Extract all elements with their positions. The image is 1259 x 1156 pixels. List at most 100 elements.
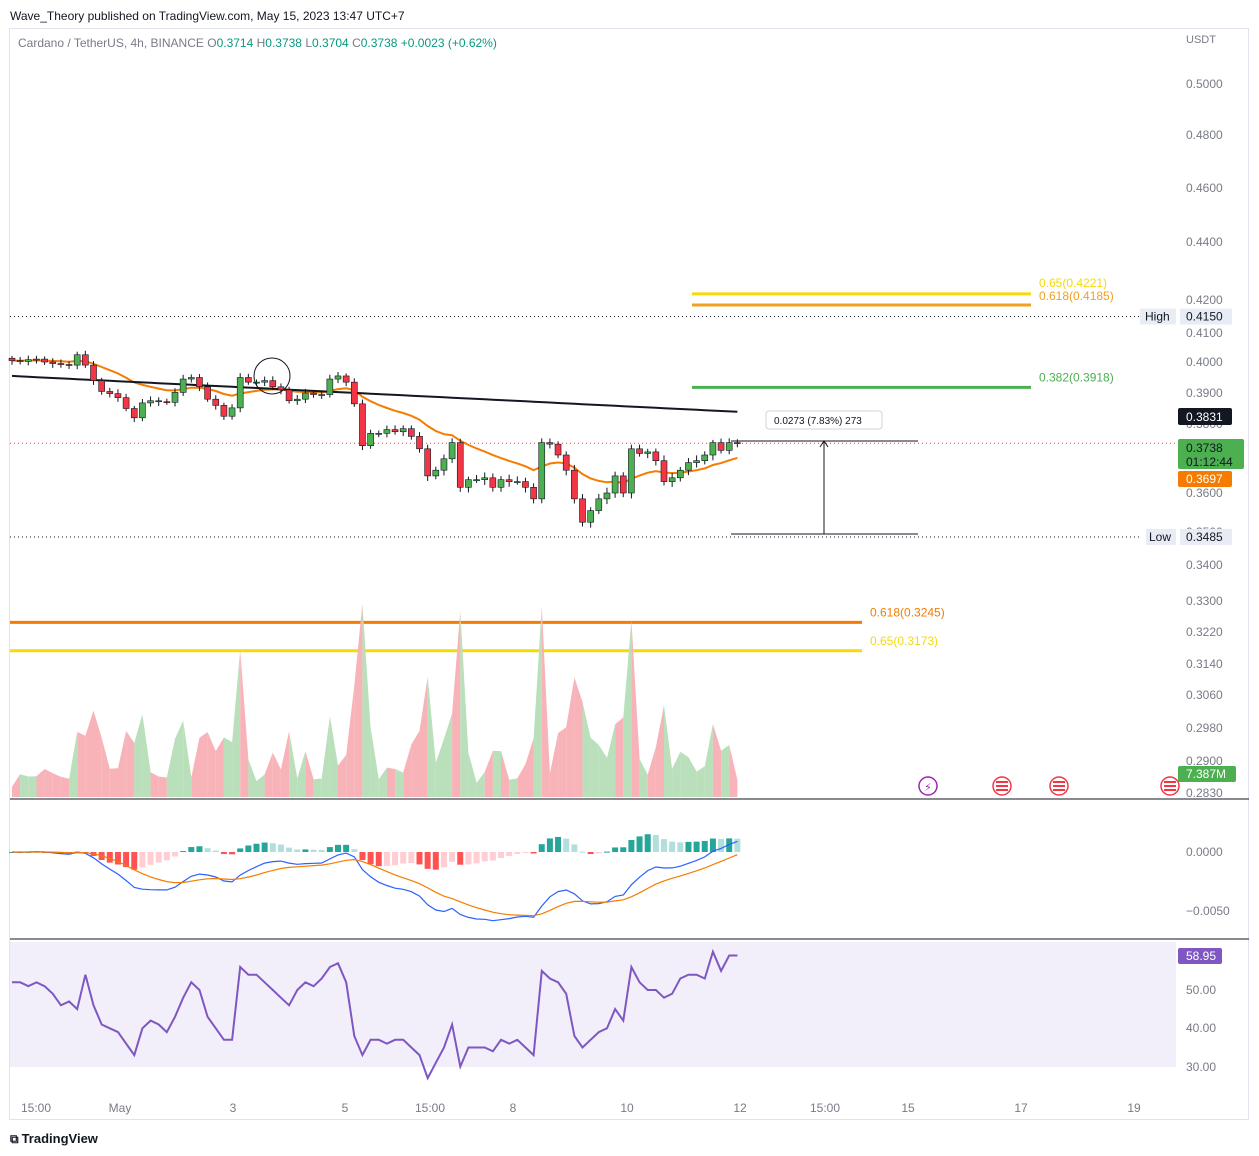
candle-body <box>676 469 684 479</box>
volume-area <box>362 603 371 797</box>
volume-area <box>109 768 118 797</box>
macd-histogram-bar <box>563 838 570 852</box>
macd-histogram-bar <box>106 852 113 863</box>
rsi-axis-tick: 50.00 <box>1186 983 1216 997</box>
candle-body <box>106 391 114 394</box>
candle-body <box>171 392 179 403</box>
candle-body <box>261 380 268 383</box>
high-tag-label: High <box>1145 310 1170 324</box>
candle-body <box>41 358 48 363</box>
candle-body <box>668 477 676 482</box>
candle-body <box>350 381 358 405</box>
macd-histogram-bar <box>538 844 545 852</box>
macd-axis-tick: −0.0050 <box>1186 904 1230 918</box>
candle-body <box>554 443 562 456</box>
candle-body <box>489 477 497 488</box>
macd-histogram-bar <box>449 852 456 862</box>
ema-200-line <box>11 374 738 413</box>
macd-histogram-bar <box>172 852 178 857</box>
time-axis-tick: 12 <box>733 1101 747 1115</box>
annotation-circle <box>253 357 291 395</box>
last-price-text: 0.3738 <box>1186 441 1223 455</box>
candle-body <box>367 432 374 446</box>
volume-area <box>280 731 290 797</box>
candle-body <box>473 479 480 482</box>
low-tag-bg <box>1146 528 1176 545</box>
macd-histogram-bar <box>481 852 488 862</box>
price-axis-tick: 0.2830 <box>1186 786 1223 800</box>
candle-body <box>424 448 431 477</box>
fib-level-label: 0.382(0.3918) <box>1039 370 1114 384</box>
volume-area <box>566 677 575 797</box>
price-axis-tick: 0.4200 <box>1186 293 1223 307</box>
candle-body <box>65 364 73 366</box>
macd-histogram-bar <box>204 848 211 852</box>
time-axis-tick: 15 <box>901 1101 915 1115</box>
tradingview-brand[interactable]: ⧉ TradingView <box>10 1131 98 1147</box>
candle-body <box>90 364 97 381</box>
volume-area <box>305 751 314 797</box>
close-value: 0.3738 <box>360 36 398 50</box>
rsi-value-label-bg <box>1178 948 1222 964</box>
macd-histogram-bar <box>261 842 268 852</box>
volume-area <box>484 750 493 797</box>
candle-body <box>701 454 709 461</box>
candle-body <box>188 377 195 380</box>
candle-body <box>342 375 350 383</box>
candle-body <box>725 442 733 451</box>
volume-area <box>395 769 404 797</box>
candle-body <box>693 460 700 463</box>
volume-area <box>607 724 616 797</box>
volume-area <box>60 776 70 797</box>
candle-body <box>685 462 692 471</box>
volume-area <box>329 716 338 797</box>
candle-body <box>628 448 635 494</box>
price-axis-tick: 0.5000 <box>1186 77 1223 91</box>
rsi-axis-tick: 30.00 <box>1186 1060 1216 1074</box>
macd-histogram-bar <box>587 852 594 855</box>
volume-area <box>468 752 477 797</box>
publisher-line: Wave_Theory published on TradingView.com… <box>10 9 405 23</box>
rsi-axis-tick: 40.00 <box>1186 1021 1216 1035</box>
macd-histogram-bar <box>155 852 162 863</box>
volume-area <box>101 737 110 797</box>
candle-body <box>709 442 717 456</box>
fib-level-label: 0.65(0.4221) <box>1039 276 1107 290</box>
volume-area <box>199 732 208 797</box>
macd-histogram-bar <box>147 852 154 865</box>
us-flag-stripe <box>1053 781 1065 783</box>
volume-area <box>93 710 102 797</box>
macd-histogram-bar <box>277 844 284 852</box>
macd-histogram-bar <box>595 852 602 854</box>
high-tag-value: 0.4150 <box>1186 310 1223 324</box>
high-label: H <box>256 36 266 50</box>
candle-body <box>155 400 162 403</box>
volume-area <box>248 759 257 797</box>
macd-histogram-bar <box>457 852 464 865</box>
event-marker-icon <box>918 776 938 796</box>
macd-histogram-bar <box>571 844 578 852</box>
candle-body <box>644 451 652 454</box>
lightning-icon: ⚡ <box>924 781 932 794</box>
high-tag-bg <box>1140 308 1176 325</box>
volume-area <box>313 778 322 797</box>
currency-label[interactable]: USDT <box>1186 34 1216 46</box>
volume-area <box>729 744 738 797</box>
us-flag-stripe <box>1053 785 1065 787</box>
volume-area <box>36 769 45 797</box>
volume-area <box>647 746 656 797</box>
candle-body <box>179 378 187 393</box>
volume-area <box>126 730 135 797</box>
volume-area <box>158 776 167 797</box>
open-value: 0.3714 <box>216 36 254 50</box>
macd-histogram-bar <box>489 852 496 861</box>
macd-histogram-bar <box>359 852 366 861</box>
symbol-name[interactable]: Cardano / TetherUS, 4h, BINANCE <box>18 36 204 50</box>
symbol-legend: Cardano / TetherUS, 4h, BINANCE O0.3714 … <box>18 36 497 50</box>
candle-body <box>660 460 668 482</box>
macd-histogram-bar <box>302 849 309 852</box>
close-label: C <box>352 36 361 50</box>
volume-label-bg <box>1178 766 1236 782</box>
volume-area <box>191 737 200 797</box>
